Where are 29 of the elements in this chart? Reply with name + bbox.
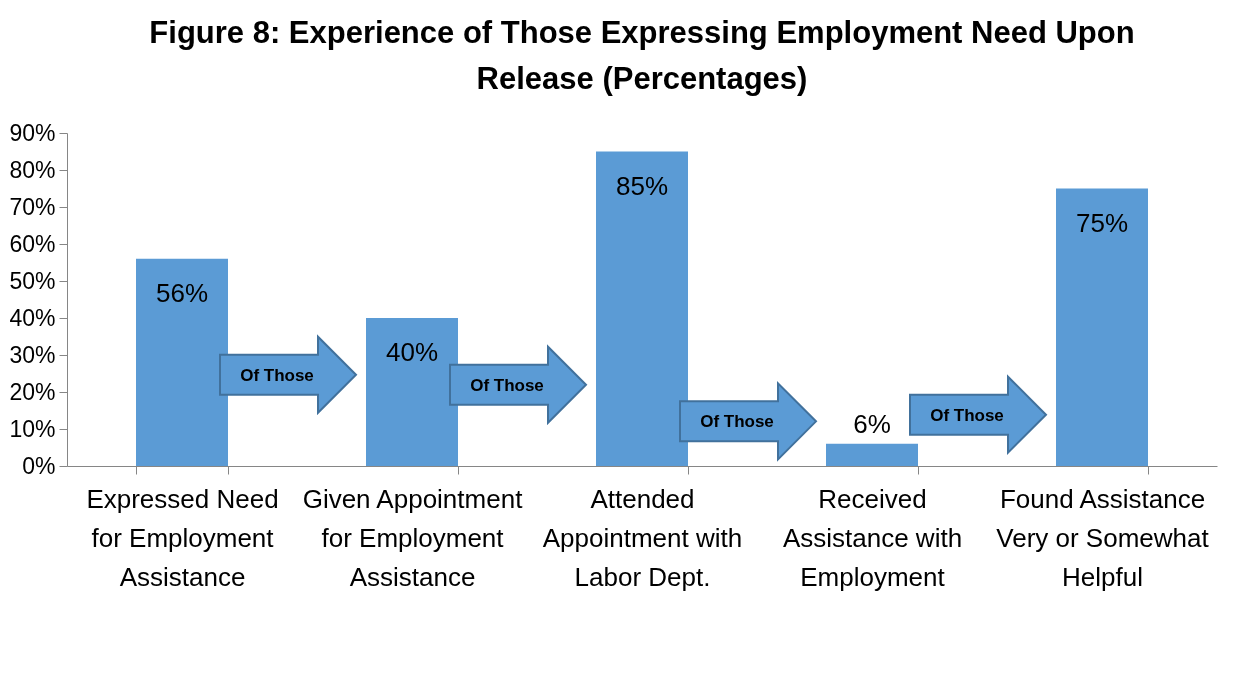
annotation: Of Those [470,375,544,395]
annotation: Of Those [240,365,314,385]
y-tick-label: 70% [9,193,56,220]
data-label: 6% [853,408,891,439]
y-tick-label: 80% [9,156,56,183]
annotation: Of Those [700,412,774,432]
bar [596,151,688,466]
bar [136,258,228,466]
y-tick-label: 20% [9,378,56,405]
data-label: 85% [615,170,669,201]
y-tick-label: 40% [9,304,56,331]
chart-title: Figure 8: Experience of Those Expressing Employment Need Upon Release (Percentages) [149,15,1135,96]
y-tick-label: 50% [9,267,56,294]
x-tick-label: Received Assistance with Employment [782,483,963,592]
bar [1056,188,1148,466]
x-tick-label: Given Appointment for Employment Assistance [302,483,524,592]
y-tick-label: 10% [9,415,56,442]
data-label: 75% [1075,207,1129,238]
y-tick-label: 30% [9,341,56,368]
y-tick-label: 0% [22,452,56,479]
x-tick-label: Expressed Need for Employment Assistance [86,483,279,592]
y-tick-label: 90% [9,119,56,146]
x-tick-label: Attended Appointment with Labor Dept. [542,483,743,592]
annotation: Of Those [930,405,1004,425]
data-label: 56% [155,277,209,308]
x-tick-label: Found Assistance Very or Somewhat Helpful [996,483,1210,592]
bar [826,443,918,466]
y-tick-label: 60% [9,230,56,257]
data-label: 40% [385,337,439,367]
